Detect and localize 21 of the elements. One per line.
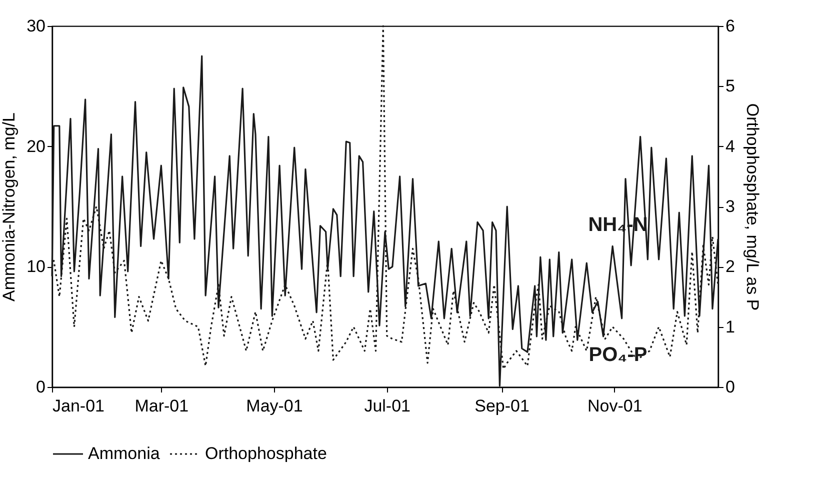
x-tick-label: Jan-01 — [52, 396, 104, 416]
y2-tick-label: 2 — [726, 257, 735, 276]
y2-tick-label: 5 — [726, 76, 735, 96]
annotation: PO₄-P — [588, 344, 648, 366]
y2-tick-label: 3 — [726, 197, 735, 216]
x-tick-label: Mar-01 — [134, 396, 189, 416]
y-tick-label: 0 — [36, 378, 46, 396]
y2-tick-label: 6 — [726, 16, 735, 36]
x-tick-label: Nov-01 — [587, 396, 642, 416]
y-tick-label: 20 — [26, 136, 46, 156]
legend-label: Ammonia — [88, 444, 160, 463]
y2-tick-label: 0 — [726, 378, 735, 396]
y-tick-label: 30 — [26, 16, 46, 36]
y2-axis-title: Orthophosphate, mg/L as P — [742, 103, 762, 311]
y-axis-title: Ammonia-Nitrogen, mg/L — [0, 112, 19, 302]
y-tick-label: 10 — [26, 257, 46, 276]
y2-tick-label: 4 — [726, 136, 735, 156]
x-tick-label: Jul-01 — [364, 396, 411, 416]
x-tick-label: Sep-01 — [474, 396, 530, 416]
y2-tick-label: 1 — [726, 317, 735, 336]
x-tick-label: May-01 — [246, 396, 303, 416]
